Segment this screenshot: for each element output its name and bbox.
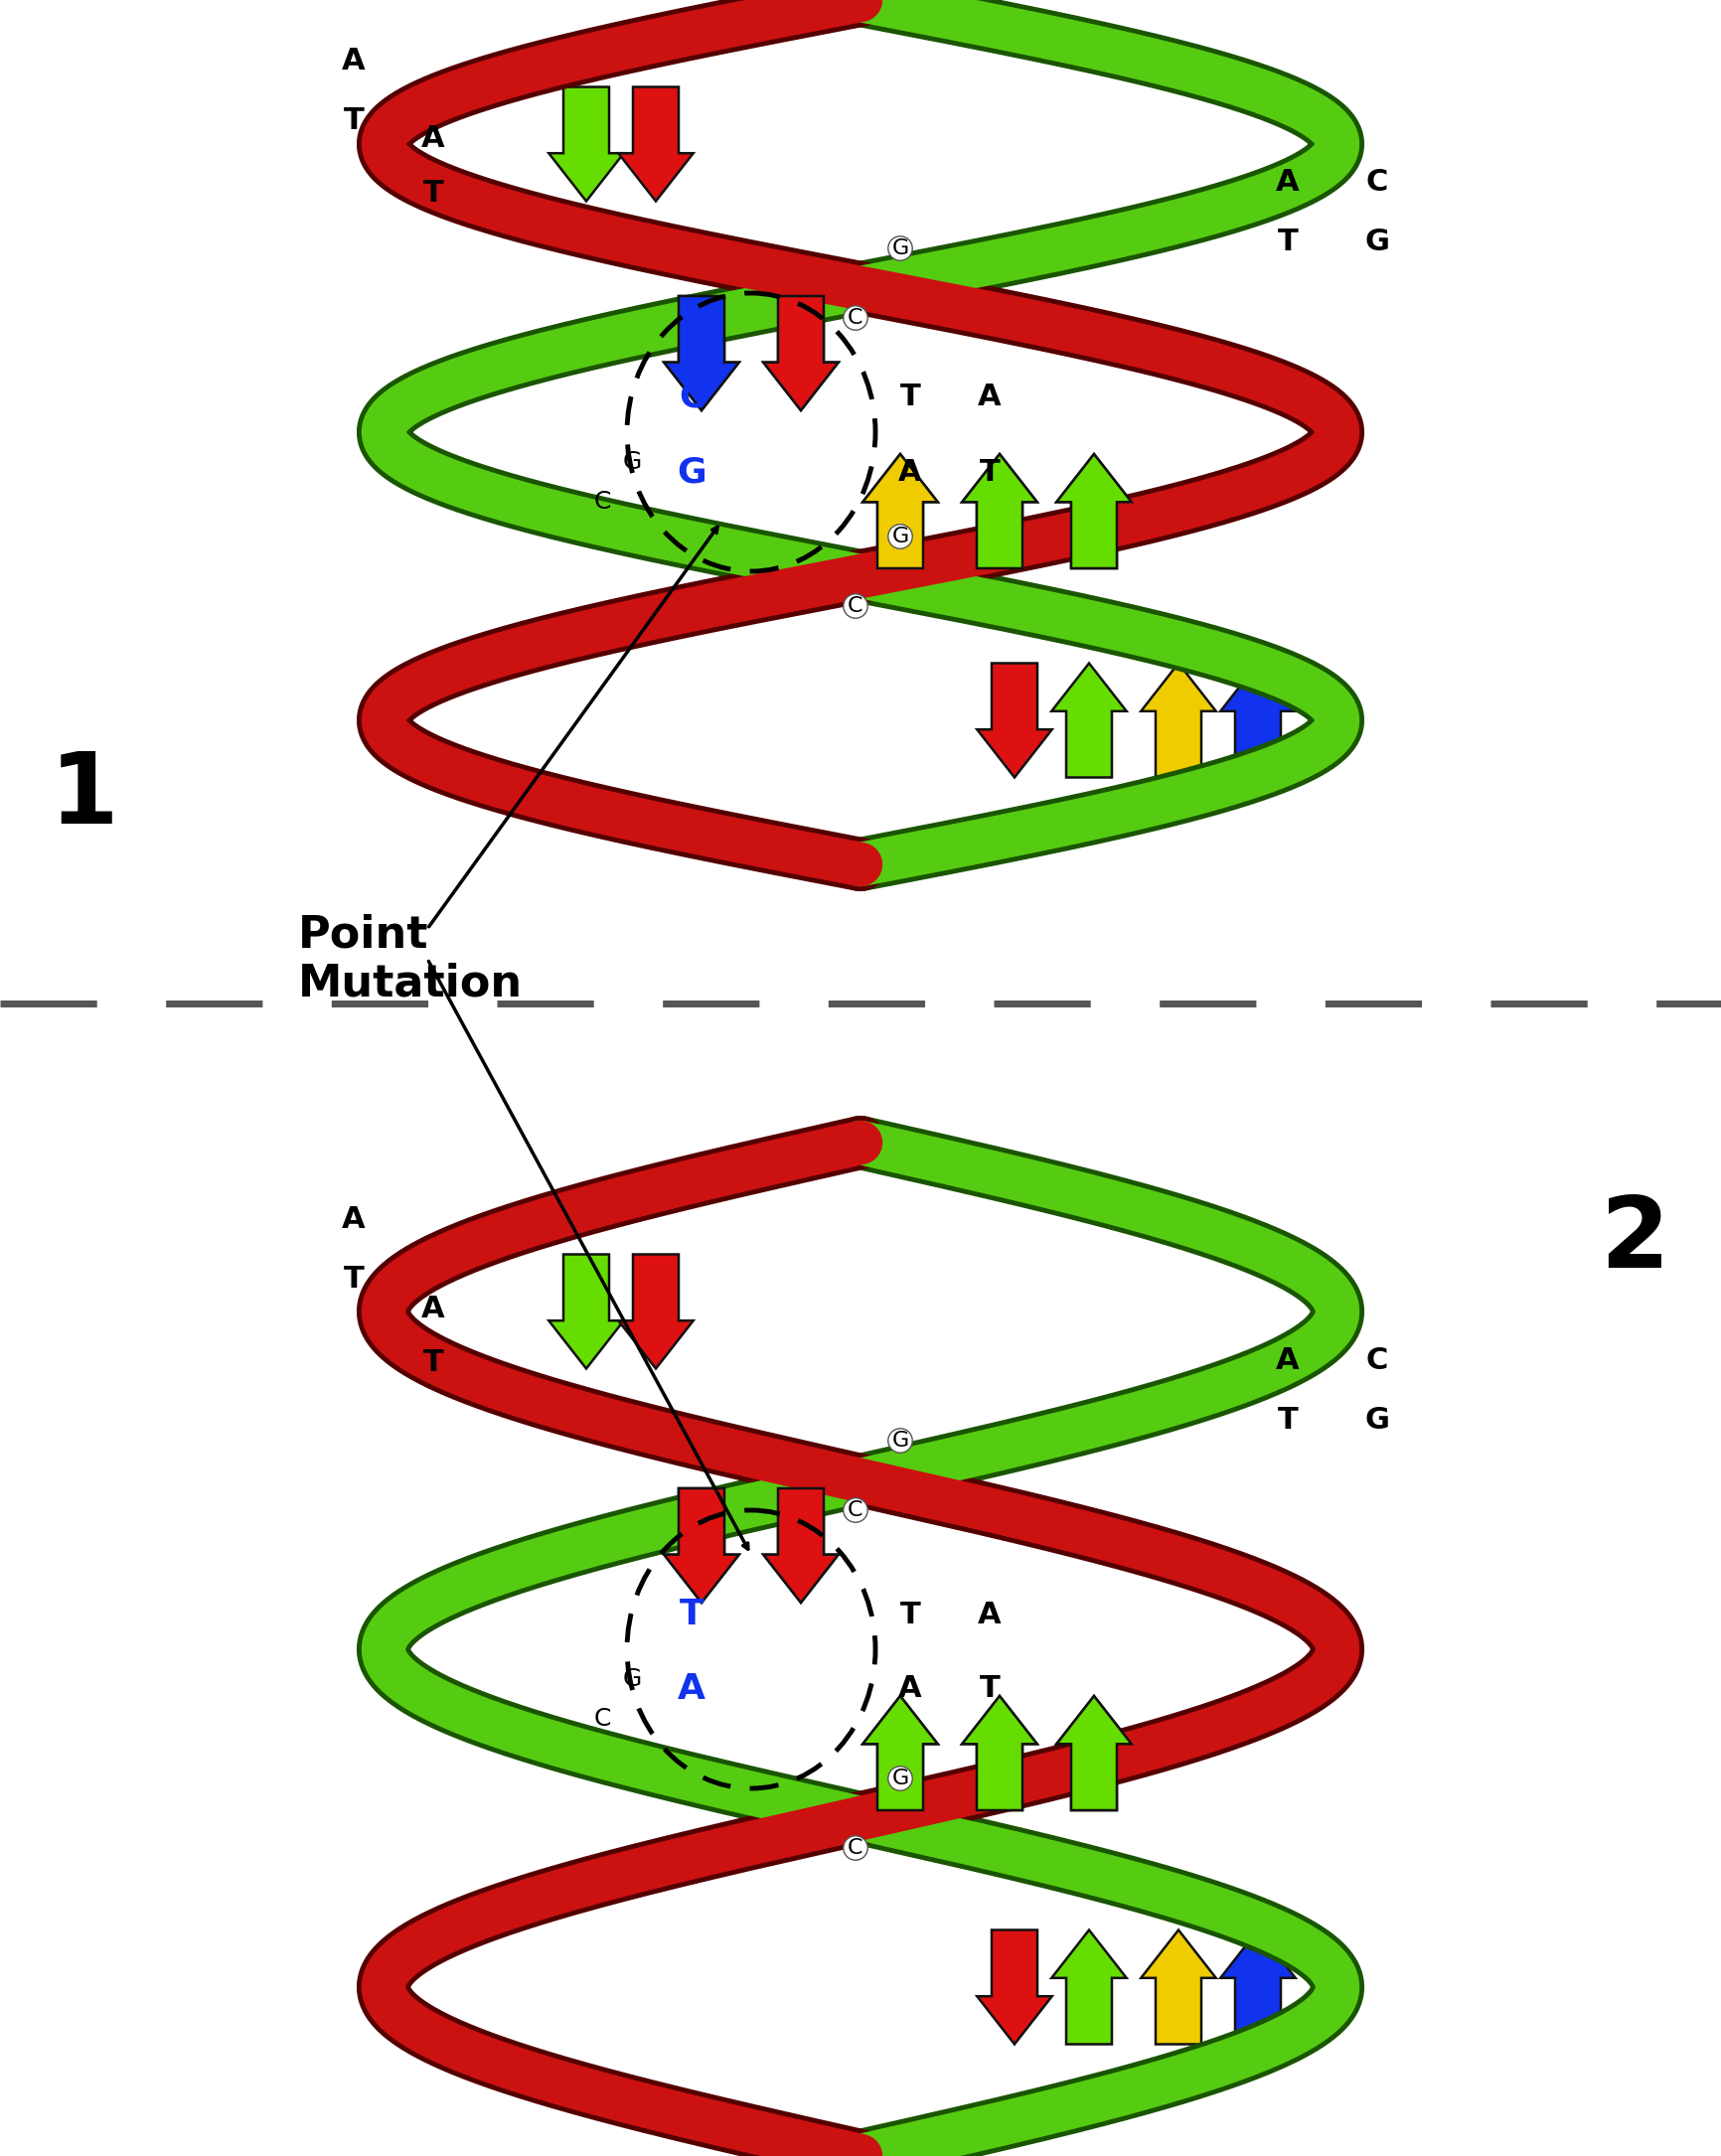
Text: A: A (898, 1675, 921, 1703)
Text: C: C (594, 1708, 611, 1731)
Text: C: C (1365, 168, 1387, 196)
Text: A: A (1275, 1348, 1299, 1376)
Text: C: C (847, 1501, 862, 1520)
Text: C: C (847, 308, 862, 328)
Text: T: T (1277, 1406, 1298, 1436)
Text: G: G (891, 1768, 909, 1787)
Polygon shape (664, 1488, 738, 1602)
Text: G: G (676, 455, 706, 489)
Polygon shape (1057, 455, 1131, 569)
Text: T: T (423, 179, 444, 207)
Text: T: T (342, 1263, 363, 1294)
Text: T: T (680, 1598, 704, 1632)
Text: G: G (891, 1432, 909, 1451)
Text: 1: 1 (50, 748, 119, 845)
Text: G: G (891, 239, 909, 259)
Text: T: T (979, 457, 1000, 487)
Text: T: T (423, 1350, 444, 1378)
Polygon shape (664, 295, 738, 410)
Text: A: A (678, 1673, 706, 1705)
Polygon shape (962, 455, 1036, 569)
Text: C: C (594, 489, 611, 513)
Polygon shape (618, 1255, 694, 1369)
Text: T: T (900, 384, 921, 412)
Text: G: G (1365, 229, 1389, 257)
Text: A: A (342, 47, 365, 75)
Polygon shape (762, 295, 838, 410)
Polygon shape (1057, 1697, 1131, 1811)
Polygon shape (962, 1697, 1036, 1811)
Polygon shape (1052, 1930, 1126, 2044)
Polygon shape (1220, 664, 1294, 778)
Text: T: T (900, 1600, 921, 1630)
Text: A: A (1275, 168, 1299, 196)
Polygon shape (549, 1255, 623, 1369)
Text: A: A (898, 457, 921, 487)
Text: C: C (1365, 1348, 1387, 1376)
Polygon shape (862, 1697, 938, 1811)
Polygon shape (976, 664, 1052, 778)
Polygon shape (1057, 455, 1131, 569)
Polygon shape (862, 455, 938, 569)
Polygon shape (762, 1488, 838, 1602)
Text: 2: 2 (1599, 1192, 1668, 1289)
Polygon shape (549, 86, 623, 201)
Text: G: G (621, 1667, 642, 1690)
Polygon shape (664, 295, 738, 410)
Text: A: A (342, 1205, 365, 1233)
Text: C: C (678, 379, 704, 414)
Polygon shape (664, 1488, 738, 1602)
Polygon shape (1057, 1697, 1131, 1811)
Text: G: G (1365, 1406, 1389, 1436)
Text: T: T (1277, 229, 1298, 257)
Polygon shape (1220, 1930, 1294, 2044)
Polygon shape (862, 1697, 938, 1811)
Polygon shape (1052, 664, 1126, 778)
Polygon shape (1141, 1930, 1215, 2044)
Text: G: G (621, 451, 642, 474)
Polygon shape (762, 295, 838, 410)
Text: A: A (978, 1600, 1002, 1630)
Text: T: T (979, 1675, 1000, 1703)
Text: G: G (891, 526, 909, 545)
Polygon shape (962, 1697, 1036, 1811)
Polygon shape (962, 455, 1036, 569)
Text: A: A (978, 384, 1002, 412)
Text: C: C (847, 595, 862, 617)
Polygon shape (1141, 664, 1215, 778)
Polygon shape (762, 1488, 838, 1602)
Text: Point
Mutation: Point Mutation (298, 914, 523, 1005)
Text: T: T (342, 108, 363, 136)
Polygon shape (862, 455, 938, 569)
Polygon shape (618, 86, 694, 201)
Text: A: A (422, 125, 444, 153)
Text: A: A (422, 1294, 444, 1324)
Polygon shape (976, 1930, 1052, 2044)
Text: C: C (847, 1839, 862, 1858)
